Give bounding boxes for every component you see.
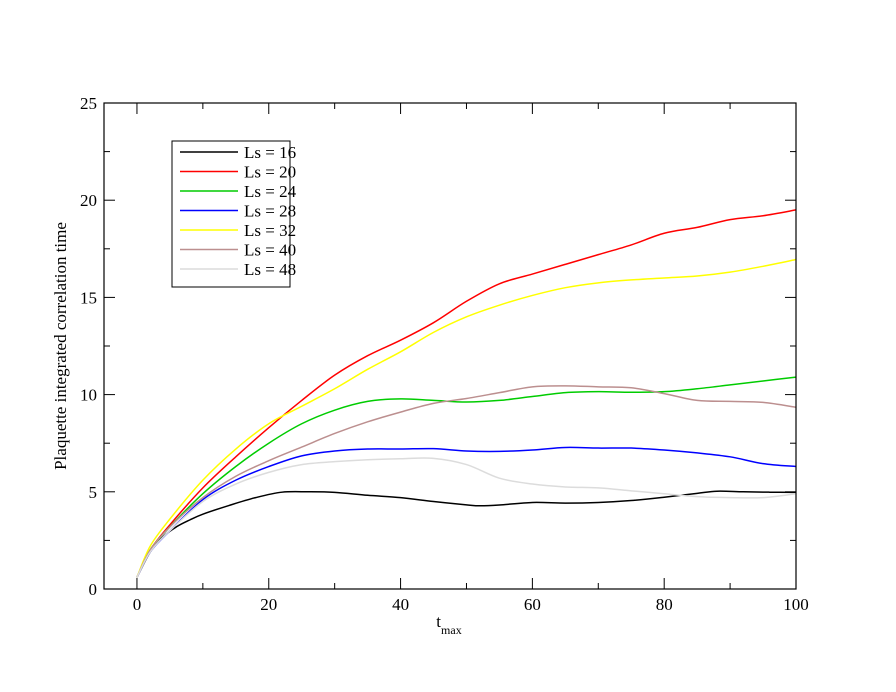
y-axis-label: Plaquette integrated correlation time xyxy=(51,222,70,470)
series-line-ls-40 xyxy=(136,385,797,578)
x-axis-label: tmax xyxy=(436,612,461,637)
y-tick-label: 25 xyxy=(80,94,97,113)
series-line-ls-32 xyxy=(136,258,797,578)
legend-label-ls-20: Ls = 20 xyxy=(244,163,296,182)
x-tick-label: 100 xyxy=(783,595,809,614)
x-tick-label: 80 xyxy=(656,595,673,614)
y-tick-label: 20 xyxy=(80,191,97,210)
legend-label-ls-28: Ls = 28 xyxy=(244,202,296,221)
legend-label-ls-32: Ls = 32 xyxy=(244,221,296,240)
x-tick-label: 40 xyxy=(392,595,409,614)
x-tick-label: 60 xyxy=(524,595,541,614)
plot-frame xyxy=(103,102,797,590)
x-tick-label: 0 xyxy=(133,595,142,614)
ticks-layer: 0 20 40 60 80 100 0 5 10 15 20 25 xyxy=(80,94,809,614)
legend-label-ls-16: Ls = 16 xyxy=(244,143,296,162)
legend-label-ls-24: Ls = 24 xyxy=(244,182,297,201)
x-tick-label: 20 xyxy=(260,595,277,614)
x-axis-label-main: t xyxy=(436,612,441,631)
series-layer xyxy=(136,209,797,578)
series-line-ls-16 xyxy=(136,490,797,578)
legend-label-ls-48: Ls = 48 xyxy=(244,260,296,279)
y-tick-label: 5 xyxy=(89,483,98,502)
legend-label-ls-40: Ls = 40 xyxy=(244,241,296,260)
y-tick-label: 15 xyxy=(80,288,97,307)
x-axis-label-subscript: max xyxy=(441,623,462,637)
series-line-ls-48 xyxy=(136,457,797,578)
series-line-ls-20 xyxy=(136,209,797,578)
series-line-ls-28 xyxy=(136,446,797,578)
y-tick-label: 10 xyxy=(80,386,97,405)
legend-box xyxy=(171,140,291,288)
y-tick-label: 0 xyxy=(89,580,98,599)
